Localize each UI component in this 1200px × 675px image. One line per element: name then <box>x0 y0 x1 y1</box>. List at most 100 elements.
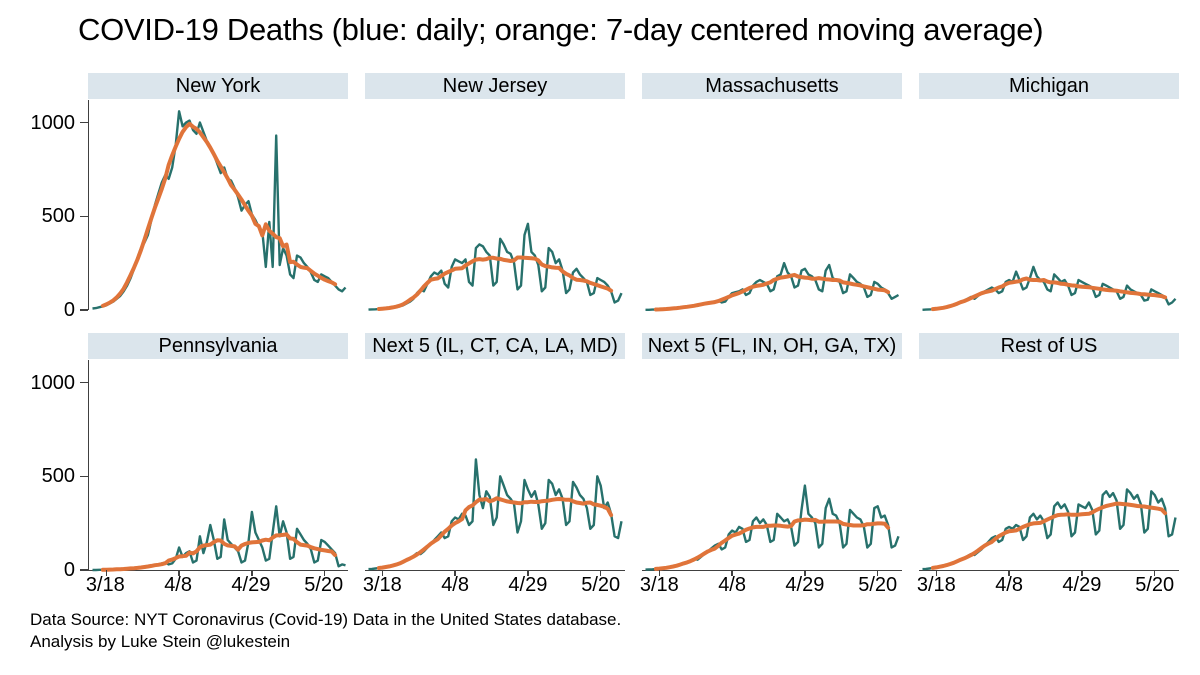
panel-plot <box>80 360 348 576</box>
panel-plot <box>642 360 902 576</box>
moving-average-line <box>100 121 338 308</box>
y-axis-tick-label: 0 <box>63 559 75 581</box>
x-axis-tick <box>323 570 326 576</box>
panel-header: Pennsylvania <box>88 333 348 359</box>
analysis-credit-line: Analysis by Luke Stein @lukestein <box>30 632 291 651</box>
daily-deaths-line <box>92 505 346 572</box>
panel-header: New York <box>88 73 348 99</box>
moving-average-line <box>930 276 1168 312</box>
panel-new-york: New York <box>80 73 348 311</box>
x-axis-labels: 3/18 4/8 4/29 5/20 <box>916 573 1179 599</box>
panel-plot <box>365 100 625 311</box>
panel-plot <box>80 100 348 311</box>
x-axis-tick <box>105 570 108 576</box>
data-source-line: Data Source: NYT Coronavirus (Covid-19) … <box>30 610 622 629</box>
panel-header: Next 5 (FL, IN, OH, GA, TX) <box>642 333 902 359</box>
x-axis-tick-label: 4/8 <box>441 574 469 596</box>
panel-header: Michigan <box>919 73 1179 99</box>
moving-average-line <box>376 255 614 311</box>
y-axis-tick-label: 1000 <box>30 371 76 394</box>
line-chart <box>645 484 900 571</box>
x-axis-tick-label: 4/8 <box>995 574 1023 596</box>
y-axis-tick <box>80 569 88 571</box>
x-axis-tick-label: 4/29 <box>1062 574 1102 596</box>
y-axis-tick-label: 500 <box>41 205 75 228</box>
panel-row-top: 1000 500 0 New York New Jersey Massachuset… <box>0 73 1200 322</box>
panel-row-bottom: 1000 500 0 Pennsylvania Next 5 (IL, CT, CA… <box>0 333 1200 582</box>
x-axis-tick <box>599 570 602 576</box>
x-axis-tick-label: 4/29 <box>785 574 825 596</box>
line-chart <box>368 458 623 571</box>
y-axis-tick-label: 1000 <box>30 111 76 134</box>
panel-plot <box>365 360 625 576</box>
x-axis-tick <box>527 570 529 576</box>
x-axis-tick-label: 3/18 <box>916 574 956 596</box>
x-axis-tick-label: 5/20 <box>858 574 898 596</box>
line-chart <box>922 265 1177 312</box>
x-axis-tick <box>251 570 253 576</box>
daily-deaths-line <box>368 222 623 311</box>
x-axis-tick-label: 4/8 <box>718 574 746 596</box>
panel-header: Rest of US <box>919 333 1179 359</box>
x-axis-tick-label: 5/20 <box>1135 574 1175 596</box>
x-axis-tick-label: 4/29 <box>231 574 271 596</box>
panel-michigan: Michigan <box>919 73 1179 312</box>
panel-massachusetts: Massachusetts <box>642 73 902 312</box>
x-axis-tick-label: 3/18 <box>362 574 402 596</box>
panel-pennsylvania: Pennsylvania <box>80 333 348 576</box>
x-axis-tick <box>731 570 733 576</box>
panel-plot <box>919 100 1179 312</box>
line-chart <box>92 110 347 310</box>
moving-average-line <box>653 272 891 312</box>
x-axis-tick-label: 3/18 <box>85 574 125 596</box>
panel-next5-il-ct-ca-la-md: Next 5 (IL, CT, CA, LA, MD) <box>365 333 625 576</box>
x-axis-tick <box>178 570 180 576</box>
y-axis-tick <box>80 215 88 218</box>
figure-title: COVID-19 Deaths (blue: daily; orange: 7-… <box>78 12 1044 47</box>
x-axis-tick <box>454 570 456 576</box>
line-chart <box>92 505 346 572</box>
y-axis-tick-label: 0 <box>63 299 75 321</box>
x-axis-tick-label: 3/18 <box>639 574 679 596</box>
moving-average-line <box>100 532 338 572</box>
x-axis-labels: 3/18 4/8 4/29 5/20 <box>362 573 625 599</box>
x-axis-labels-row: 3/18 4/8 4/29 5/20 3/18 4/8 4/29 5/20 3/18 4/8 4… <box>0 573 1200 599</box>
line-chart <box>368 222 623 311</box>
x-axis-tick-label: 5/20 <box>581 574 621 596</box>
y-axis-gutter: 1000 500 0 <box>0 73 88 322</box>
x-axis-tick <box>381 570 384 576</box>
panel-plot <box>919 360 1179 576</box>
panel-rest-of-us: Rest of US <box>919 333 1179 576</box>
x-axis-tick <box>1081 570 1083 576</box>
covid-deaths-figure: COVID-19 Deaths (blue: daily; orange: 7-… <box>0 12 1200 653</box>
panel-next5-fl-in-oh-ga-tx: Next 5 (FL, IN, OH, GA, TX) <box>642 333 902 576</box>
panel-header: Next 5 (IL, CT, CA, LA, MD) <box>365 333 625 359</box>
source-note: Data Source: NYT Coronavirus (Covid-19) … <box>30 609 1200 653</box>
moving-average-line <box>930 501 1168 570</box>
moving-average-line <box>653 517 891 571</box>
panel-plot <box>642 100 902 312</box>
moving-average-line <box>376 496 614 570</box>
x-axis-labels: 3/18 4/8 4/29 5/20 <box>639 573 902 599</box>
x-axis-tick <box>1008 570 1010 576</box>
panel-header: Massachusetts <box>642 73 902 99</box>
y-axis-tick <box>80 381 88 384</box>
line-chart <box>922 488 1177 571</box>
y-axis-tick <box>80 121 88 124</box>
y-axis-tick <box>80 475 88 478</box>
daily-deaths-line <box>368 458 623 571</box>
y-axis-tick <box>80 309 88 311</box>
panel-new-jersey: New Jersey <box>365 73 625 311</box>
x-axis-tick-label: 4/29 <box>508 574 548 596</box>
x-axis-tick <box>935 570 938 576</box>
x-axis-tick <box>804 570 806 576</box>
x-axis-gutter <box>0 573 88 599</box>
panel-header: New Jersey <box>365 73 625 99</box>
x-axis-tick-label: 5/20 <box>304 574 344 596</box>
y-axis-gutter: 1000 500 0 <box>0 333 88 582</box>
daily-deaths-line <box>922 488 1177 571</box>
x-axis-tick <box>658 570 661 576</box>
x-axis-tick-label: 4/8 <box>164 574 192 596</box>
x-axis-tick <box>876 570 879 576</box>
x-axis-labels: 3/18 4/8 4/29 5/20 <box>85 573 348 599</box>
